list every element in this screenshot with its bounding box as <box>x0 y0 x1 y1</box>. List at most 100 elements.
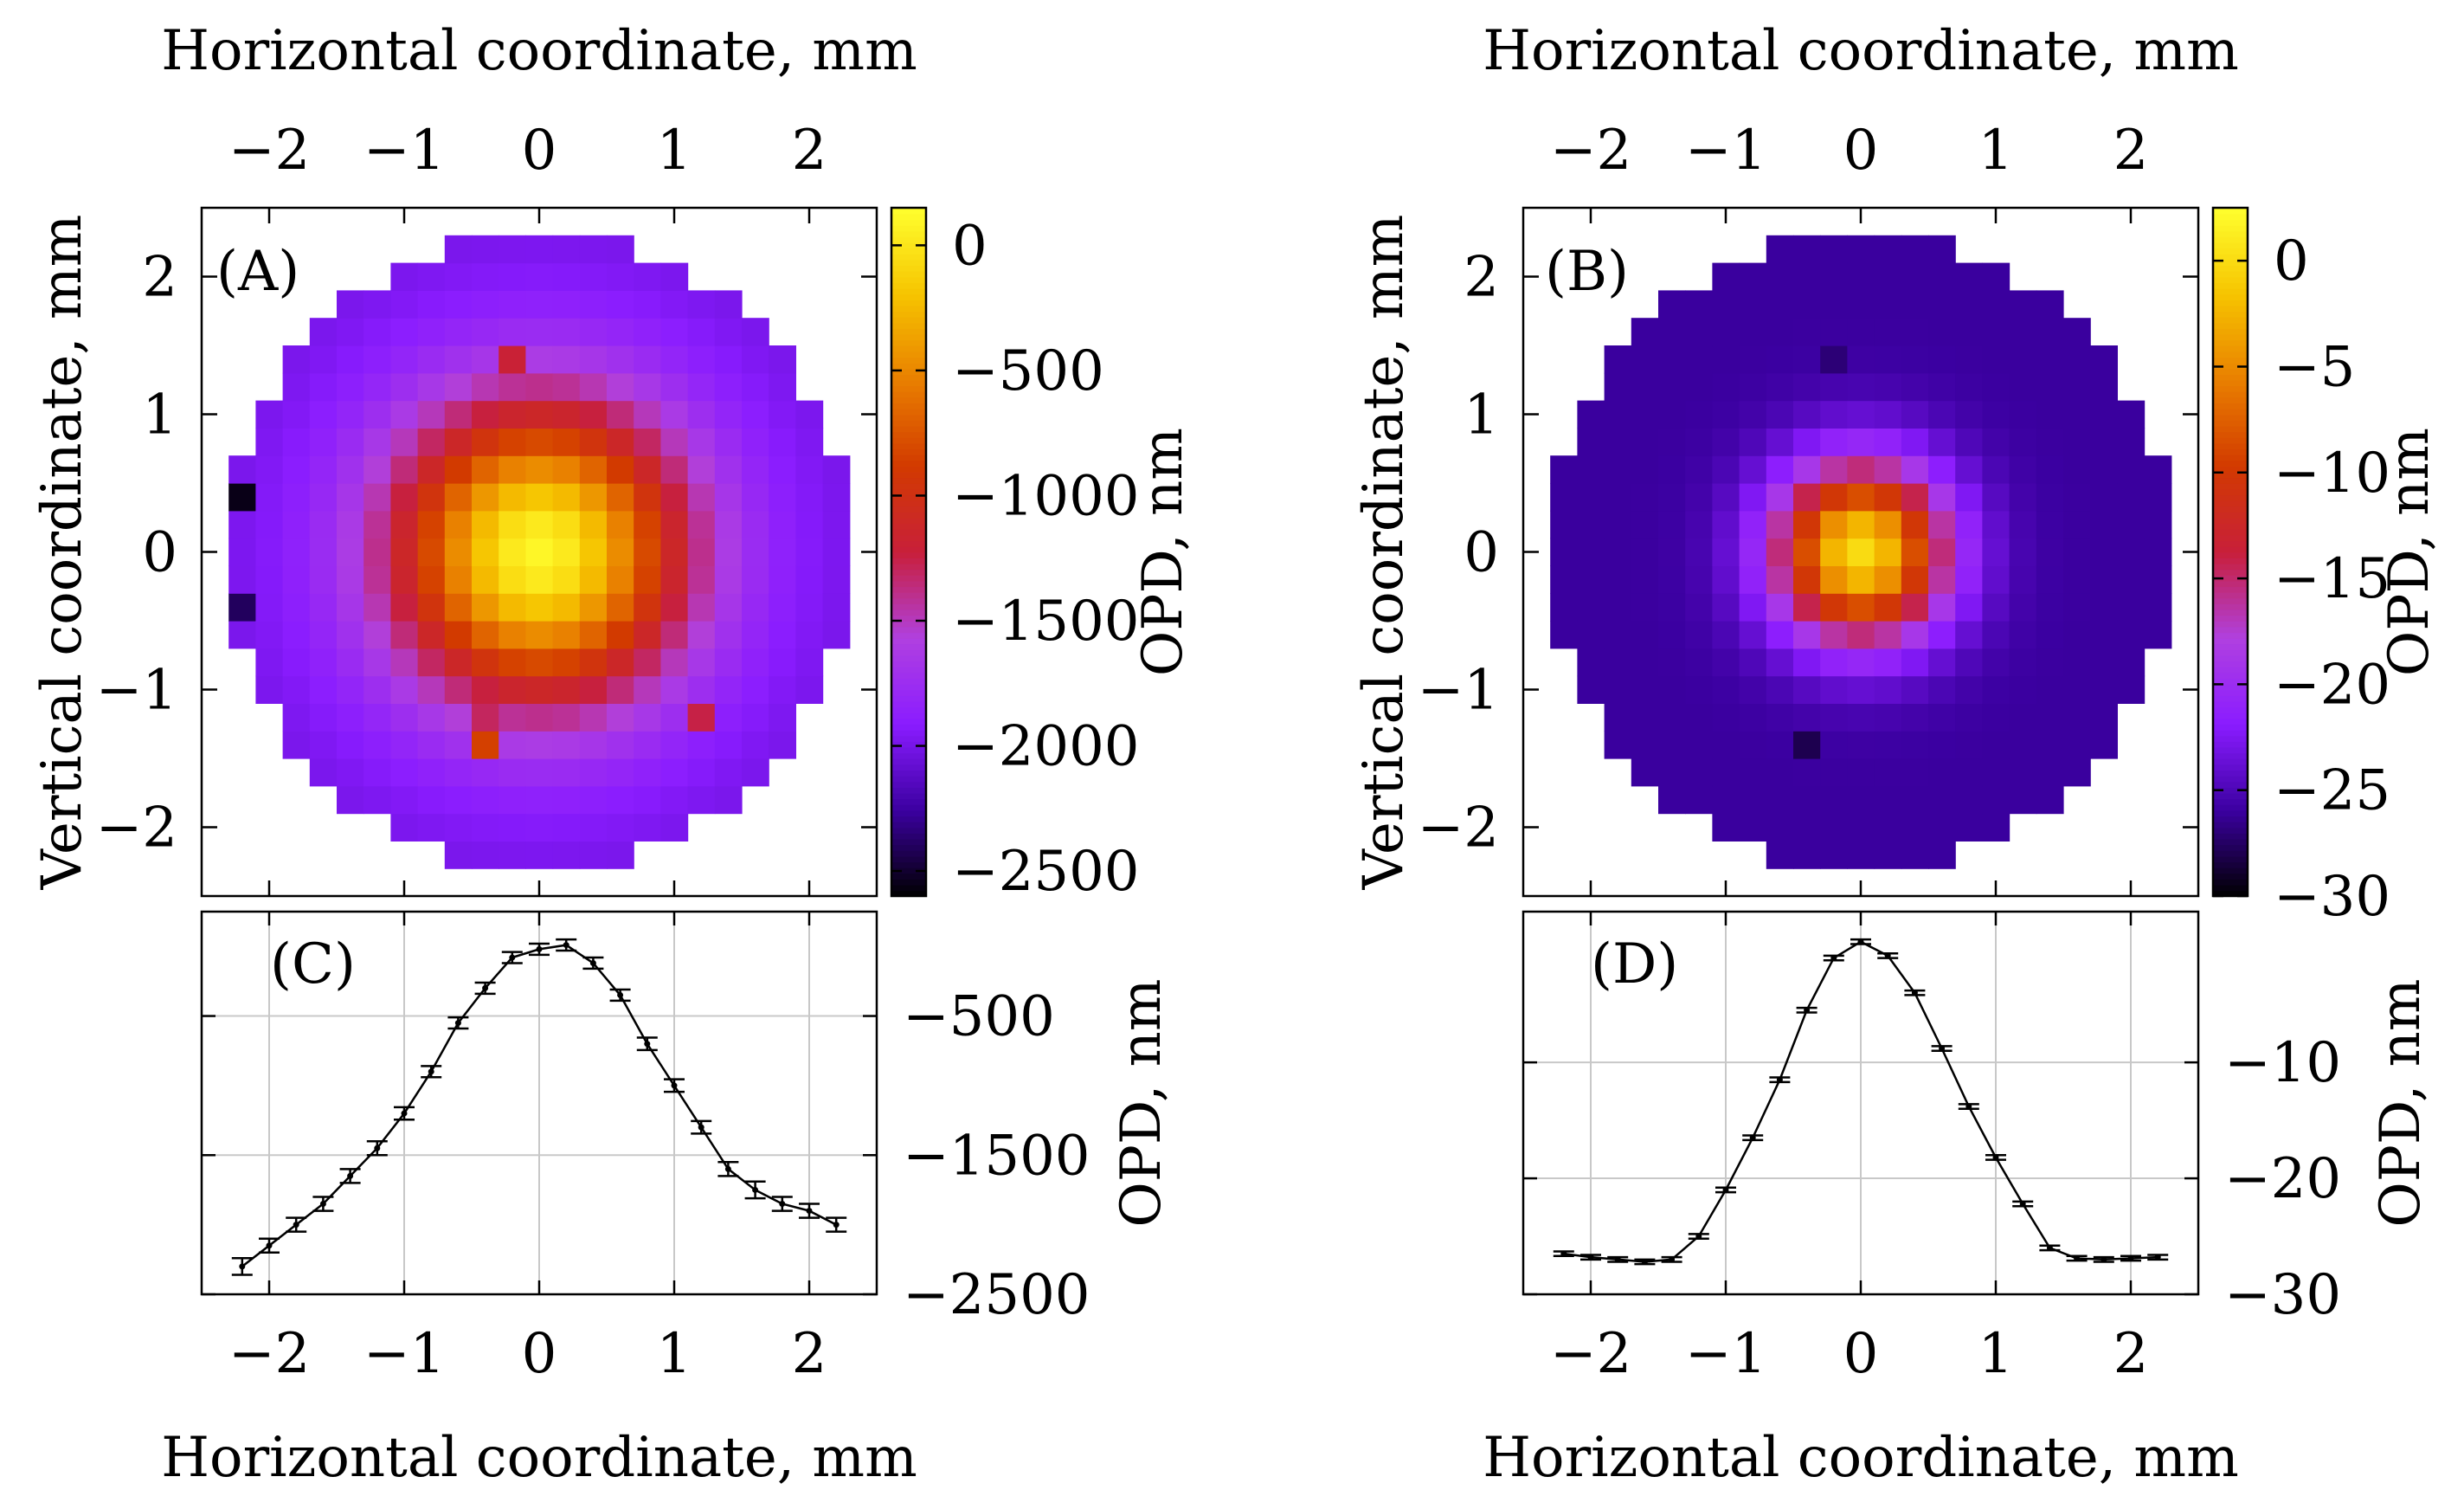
heatmap-cell <box>1712 400 1740 429</box>
heatmap-cell <box>687 345 716 374</box>
heatmap-cell <box>1901 565 1929 594</box>
heatmap-cell <box>579 372 608 402</box>
x-tick-label: −1 <box>1685 1322 1766 1386</box>
heatmap-cell <box>1847 538 1875 566</box>
heatmap-cell <box>1847 455 1875 484</box>
heatmap-cell <box>472 455 499 484</box>
panel-label: (A) <box>216 240 299 304</box>
heatmap-cell <box>417 703 446 732</box>
heatmap-cell <box>714 675 743 704</box>
heatmap-cell <box>1955 345 1983 374</box>
heatmap-cell <box>1901 538 1929 566</box>
heatmap-cell <box>579 510 608 539</box>
heatmap-cell <box>1847 731 1875 759</box>
heatmap-cell <box>337 593 364 622</box>
x-tick-label: −2 <box>228 1322 310 1386</box>
heatmap-cell <box>444 262 473 291</box>
heatmap-cell <box>282 372 311 402</box>
heatmap-cell <box>634 455 661 484</box>
data-point <box>826 1216 847 1233</box>
heatmap-cell <box>2009 483 2037 512</box>
heatmap-cell <box>2090 372 2118 402</box>
heatmap-cell <box>1631 345 1659 374</box>
colorbar-tick-label: −10 <box>2274 442 2390 506</box>
heatmap-cell <box>1874 510 1902 539</box>
heatmap-cell <box>2036 565 2064 594</box>
heatmap-cell <box>1928 510 1956 539</box>
heatmap-cell <box>769 731 796 759</box>
heatmap-cell <box>1712 703 1740 732</box>
heatmap-cell <box>309 703 338 732</box>
heatmap-cell <box>822 455 851 484</box>
heatmap-cell <box>1901 648 1929 677</box>
heatmap-cell <box>1928 235 1956 264</box>
heatmap-cell <box>1955 455 1983 484</box>
colorbar-label: OPD, nm <box>2377 428 2441 676</box>
heatmap-cell <box>255 593 284 622</box>
x-tick-label: 0 <box>522 1322 557 1386</box>
heatmap-cell <box>2090 565 2118 594</box>
heatmap-cell <box>660 345 689 374</box>
heatmap-cell <box>2036 510 2064 539</box>
heatmap-cell <box>742 538 769 566</box>
data-point <box>1958 1103 1979 1110</box>
heatmap-cell <box>1874 565 1902 594</box>
heatmap-cell <box>1712 675 1740 704</box>
x-axis-label: Horizontal coordinate, mm <box>161 1426 917 1490</box>
heatmap-cell <box>742 565 769 594</box>
heatmap-cell <box>660 785 689 815</box>
heatmap-cell <box>1712 538 1740 566</box>
heatmap-cell <box>309 428 338 456</box>
heatmap-cell <box>2009 731 2037 759</box>
heatmap-cell <box>1928 703 1956 732</box>
heatmap-cell <box>687 731 716 759</box>
heatmap-cell <box>1820 483 1848 512</box>
heatmap-cell <box>1739 318 1767 346</box>
heatmap-cell <box>2117 621 2146 649</box>
heatmap-cell <box>714 455 743 484</box>
heatmap-cell <box>579 841 608 869</box>
data-point <box>1634 1258 1656 1266</box>
heatmap-cell <box>228 593 256 622</box>
heatmap-cell <box>1739 703 1767 732</box>
heatmap-cell <box>742 731 769 759</box>
heatmap-cell <box>525 345 554 374</box>
heatmap-cell <box>1874 235 1902 264</box>
heatmap-cell <box>1793 593 1821 622</box>
heatmap-cell <box>769 510 796 539</box>
heatmap-cell <box>795 621 824 649</box>
heatmap-cell <box>444 510 473 539</box>
heatmap-cell <box>1712 318 1740 346</box>
heatmap-cell <box>390 731 419 759</box>
heatmap-cell <box>255 400 284 429</box>
heatmap-cell <box>579 483 608 512</box>
heatmap-cell <box>363 318 391 346</box>
heatmap-cell <box>390 510 419 539</box>
heatmap-cell <box>499 785 526 815</box>
heatmap-cell <box>2144 565 2172 594</box>
data-point <box>582 956 604 971</box>
heatmap-cell <box>1901 262 1929 291</box>
heatmap-cell <box>1847 565 1875 594</box>
heatmap-cell <box>2063 400 2091 429</box>
heatmap-cell <box>742 621 769 649</box>
heatmap-cell <box>2036 785 2064 815</box>
heatmap-cell <box>1901 758 1929 787</box>
heatmap-cell <box>417 510 446 539</box>
heatmap-cell <box>444 841 473 869</box>
heatmap-cell <box>714 483 743 512</box>
heatmap-cell <box>1982 510 2010 539</box>
heatmap-cell <box>1901 483 1929 512</box>
x-tick-label: 1 <box>1978 1322 2014 1386</box>
heatmap-cell <box>1631 538 1659 566</box>
heatmap-cell <box>1631 400 1659 429</box>
heatmap-cell <box>1685 648 1713 677</box>
heatmap-cell <box>552 785 581 815</box>
heatmap-cell <box>363 565 391 594</box>
heatmap-cell <box>1955 262 1983 291</box>
heatmap-cell <box>769 648 796 677</box>
heatmap-cell <box>742 455 769 484</box>
heatmap-cell <box>634 372 661 402</box>
heatmap-cell <box>499 621 526 649</box>
heatmap-cell <box>1901 675 1929 704</box>
